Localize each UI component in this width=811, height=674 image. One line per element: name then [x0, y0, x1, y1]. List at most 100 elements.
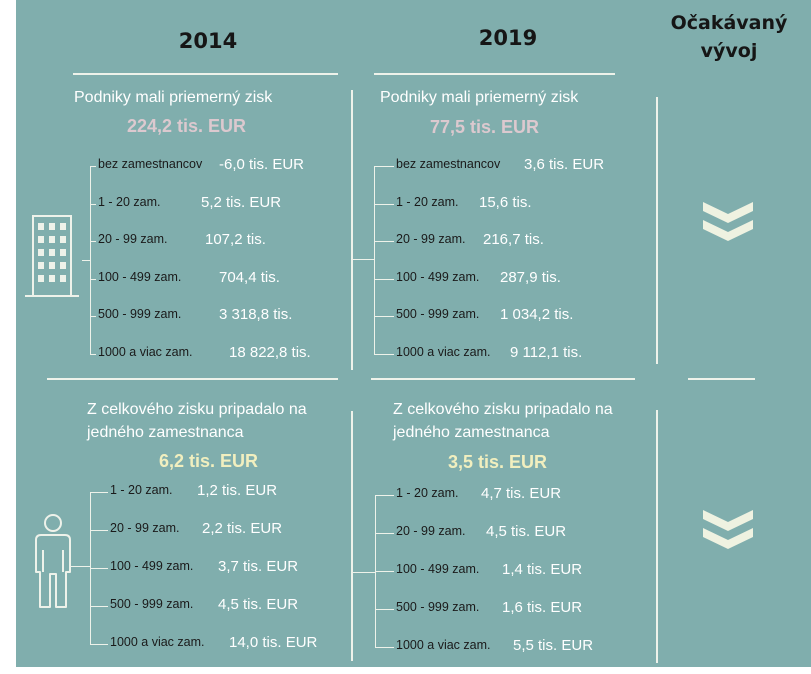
profit-2014-row-connector — [90, 316, 96, 318]
header-year-2014: 2014 — [178, 29, 238, 53]
per-employee-2014-row-connector — [90, 492, 108, 493]
per-employee-2014-row-label: 500 - 999 zam. — [110, 597, 194, 611]
profit-2019-row-label: 1 - 20 zam. — [396, 194, 459, 209]
per-employee-2019-title: Z celkového zisku pripadalo na jedného z… — [393, 398, 613, 444]
profit-2019-row-label: 1000 a viac zam. — [396, 345, 491, 359]
profit-2019-row-label: 500 - 999 zam. — [396, 307, 480, 322]
per-employee-2019-row-connector — [375, 609, 394, 610]
header-trend-line2: vývoj — [700, 40, 758, 62]
profit-2019-total: 77,5 tis. EUR — [430, 117, 540, 137]
profit-2014-row-connector — [90, 166, 96, 167]
profit-2014-row-label: 1 - 20 zam. — [98, 194, 161, 209]
profit-2014-row-connector — [90, 278, 96, 280]
profit-2019-row-value: 15,6 tis. — [479, 193, 532, 211]
per-employee-2014-row-label: 1000 a viac zam. — [110, 635, 205, 649]
per-employee-2019-row-connector — [375, 533, 394, 534]
per-employee-2014-row-connector — [90, 644, 108, 645]
header-divider-left — [73, 73, 338, 75]
per-employee-2014-title: Z celkového zisku pripadalo na jedného z… — [87, 398, 307, 444]
per-employee-2019-row-label: 20 - 99 zam. — [396, 524, 466, 538]
profit-2014-row-value: 107,2 tis. — [205, 231, 266, 249]
profit-2019-row-label: 20 - 99 zam. — [396, 232, 466, 247]
profit-2019-stub — [353, 259, 375, 260]
column-divider-top — [351, 90, 353, 370]
section-divider-right — [371, 378, 635, 380]
column-divider-bottom — [351, 411, 353, 661]
profit-2014-row-value: 18 822,8 tis. — [229, 344, 311, 361]
person-icon — [35, 514, 71, 608]
header-divider-right — [374, 73, 615, 75]
header-trend-line1: Očakávaný — [670, 12, 788, 34]
per-employee-2019-row-value: 4,7 tis. EUR — [481, 485, 562, 502]
building-icon — [25, 215, 79, 297]
per-employee-2014-row-value: 3,7 tis. EUR — [218, 558, 299, 575]
profit-2014-total: 224,2 tis. EUR — [127, 116, 247, 136]
section-divider-left — [47, 378, 338, 380]
profit-2019-row-value: 1 034,2 tis. — [500, 306, 574, 324]
profit-2014-row-label: 20 - 99 zam. — [98, 232, 168, 247]
profit-2019-row-value: 9 112,1 tis. — [510, 344, 583, 361]
profit-2014-row-connector — [90, 241, 96, 243]
per-employee-2014-row-label: 20 - 99 zam. — [110, 521, 180, 535]
per-employee-2014-stub — [70, 566, 91, 567]
profit-2014-row-value: -6,0 tis. EUR — [219, 156, 305, 173]
profit-2019-row-value: 3,6 tis. EUR — [524, 156, 605, 173]
per-employee-2014-row-value: 1,2 tis. EUR — [197, 482, 278, 499]
profit-2019-row-value: 287,9 tis. — [500, 268, 561, 286]
per-employee-2019-row-connector — [375, 495, 394, 496]
profit-2014-row-value: 3 318,8 tis. — [219, 306, 293, 324]
per-employee-2019-row-connector — [375, 571, 394, 572]
profit-2019-row-connector — [374, 278, 394, 280]
per-employee-2014-row-connector — [90, 606, 108, 607]
per-employee-2019-row-connector — [375, 647, 394, 648]
profit-2019-row-connector — [374, 241, 394, 243]
profit-2019-row-connector — [374, 354, 394, 355]
profit-2014-row-connector — [90, 354, 96, 355]
per-employee-2019-stub — [353, 572, 376, 573]
profit-2019-bracket — [374, 166, 375, 354]
profit-2014-row-label: 100 - 499 zam. — [98, 269, 182, 284]
profit-2019-row-connector — [374, 166, 394, 167]
trend-divider-bottom — [656, 410, 658, 663]
profit-2019-title: Podniky mali priemerný zisk — [380, 89, 579, 106]
profit-2014-row-label: 1000 a viac zam. — [98, 345, 193, 359]
header-expected-trend: Očakávaný vývoj — [654, 9, 804, 65]
per-employee-2014-total: 6,2 tis. EUR — [159, 451, 259, 471]
trend-profit-double-chevron-down-icon — [703, 202, 753, 241]
per-employee-2019-row-value: 4,5 tis. EUR — [486, 523, 567, 540]
per-employee-2014-title-line1: Z celkového zisku pripadalo na — [87, 401, 307, 418]
infographic-panel — [16, 0, 811, 667]
per-employee-2019-row-label: 1 - 20 zam. — [396, 486, 459, 500]
per-employee-2014-row-label: 1 - 20 zam. — [110, 483, 173, 497]
per-employee-2019-row-value: 1,6 tis. EUR — [502, 599, 583, 616]
profit-2019-row-label: bez zamestnancov — [396, 157, 501, 171]
per-employee-2014-title-line2: jedného zamestnanca — [87, 424, 244, 441]
section-divider-trend — [688, 378, 755, 380]
per-employee-2019-total: 3,5 tis. EUR — [448, 452, 548, 472]
profit-2014-row-label: bez zamestnancov — [98, 157, 203, 171]
profit-2014-stub — [82, 260, 91, 261]
per-employee-2019-row-label: 500 - 999 zam. — [396, 600, 480, 614]
per-employee-2014-row-value: 4,5 tis. EUR — [218, 596, 299, 613]
profit-2019-row-label: 100 - 499 zam. — [396, 269, 480, 284]
per-employee-2019-title-line1: Z celkového zisku pripadalo na — [393, 401, 613, 418]
profit-2019-row-connector — [374, 316, 394, 318]
per-employee-2019-row-label: 100 - 499 zam. — [396, 562, 480, 576]
profit-2014-row-connector — [90, 203, 96, 205]
profit-2014-row-label: 500 - 999 zam. — [98, 307, 182, 322]
per-employee-2019-row-value: 5,5 tis. EUR — [513, 637, 594, 654]
per-employee-2014-row-value: 14,0 tis. EUR — [229, 634, 318, 651]
profit-2014-row-value: 704,4 tis. — [219, 268, 280, 286]
per-employee-2014-row-value: 2,2 tis. EUR — [202, 520, 283, 537]
per-employee-2019-title-line2: jedného zamestnanca — [393, 424, 550, 441]
header-year-2019: 2019 — [478, 26, 538, 50]
trend-divider-top — [656, 97, 658, 364]
per-employee-2014-row-connector — [90, 568, 108, 569]
profit-2014-row-value: 5,2 tis. EUR — [201, 193, 282, 211]
profit-2019-row-value: 216,7 tis. — [483, 231, 544, 249]
per-employee-2019-row-value: 1,4 tis. EUR — [502, 561, 583, 578]
profit-2019-row-connector — [374, 203, 394, 205]
per-employee-2014-row-label: 100 - 499 zam. — [110, 559, 194, 573]
per-employee-2019-row-label: 1000 a viac zam. — [396, 638, 491, 652]
trend-per-employee-double-chevron-down-icon — [703, 510, 753, 549]
